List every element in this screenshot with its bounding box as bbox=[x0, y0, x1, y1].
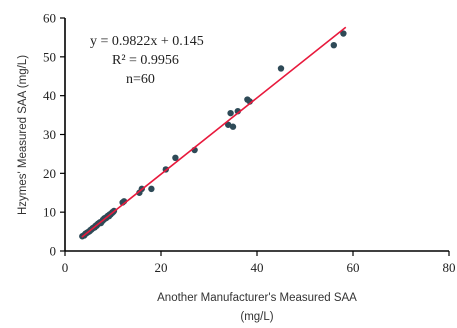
n-label: n=60 bbox=[126, 72, 155, 87]
data-point bbox=[330, 41, 337, 49]
y-tick-label: 0 bbox=[50, 244, 57, 259]
x-tick-label: 60 bbox=[347, 260, 360, 275]
x-tick-label: 80 bbox=[443, 260, 456, 275]
equation-label: y = 0.9822x + 0.145 bbox=[90, 34, 204, 49]
data-point bbox=[229, 123, 237, 130]
y-axis-title: Hzymes' Measured SAA (mg/L) bbox=[17, 55, 29, 215]
x-tick-label: 40 bbox=[251, 260, 264, 275]
x-tick-label: 0 bbox=[62, 260, 69, 275]
regression-line bbox=[81, 26, 347, 238]
data-point bbox=[148, 185, 155, 193]
x-axis-title-line2: (mg/L) bbox=[240, 311, 273, 323]
data-point bbox=[277, 65, 285, 72]
data-point bbox=[225, 121, 232, 128]
data-point bbox=[172, 154, 179, 161]
y-tick-label: 60 bbox=[43, 11, 56, 26]
x-axis-title-line1: Another Manufacturer's Measured SAA bbox=[157, 292, 357, 304]
data-point bbox=[340, 30, 347, 37]
y-tick-label: 20 bbox=[43, 166, 56, 181]
r-squared-label: R² = 0.9956 bbox=[112, 53, 179, 68]
y-tick-label: 30 bbox=[43, 127, 56, 142]
x-tick-label: 20 bbox=[155, 260, 168, 275]
y-tick-label: 10 bbox=[43, 205, 56, 220]
y-tick-label: 50 bbox=[43, 49, 56, 64]
y-tick-label: 40 bbox=[43, 88, 56, 103]
data-point bbox=[227, 109, 234, 117]
